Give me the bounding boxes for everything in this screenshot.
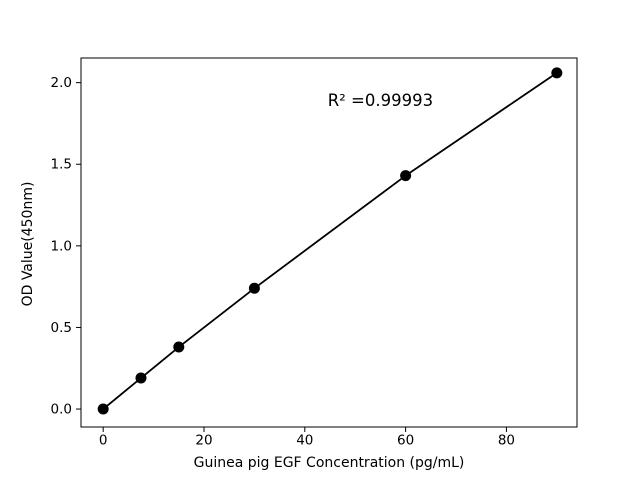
y-tick-label: 1.5: [51, 157, 72, 173]
y-tick-label: 1.0: [51, 238, 72, 254]
x-tick-label: 0: [99, 433, 108, 449]
data-point: [400, 170, 412, 182]
r-squared-annotation: R² =0.99993: [327, 90, 434, 110]
data-line: [102, 71, 558, 410]
x-tick-label: 20: [195, 433, 212, 449]
x-tick-label: 80: [498, 433, 515, 449]
data-point: [97, 403, 109, 415]
data-point: [135, 372, 147, 384]
y-tick-label: 0.5: [51, 320, 72, 336]
y-axis-label: OD Value(450nm): [20, 181, 36, 307]
data-point: [248, 282, 260, 294]
plot-border: [80, 57, 578, 428]
data-point: [551, 67, 563, 79]
x-axis-label: Guinea pig EGF Concentration (pg/mL): [193, 455, 465, 471]
data-point: [173, 341, 185, 353]
y-tick-label: 2.0: [51, 75, 72, 91]
x-tick-label: 60: [397, 433, 414, 449]
x-tick-label: 40: [296, 433, 313, 449]
y-tick-label: 0.0: [51, 402, 72, 418]
